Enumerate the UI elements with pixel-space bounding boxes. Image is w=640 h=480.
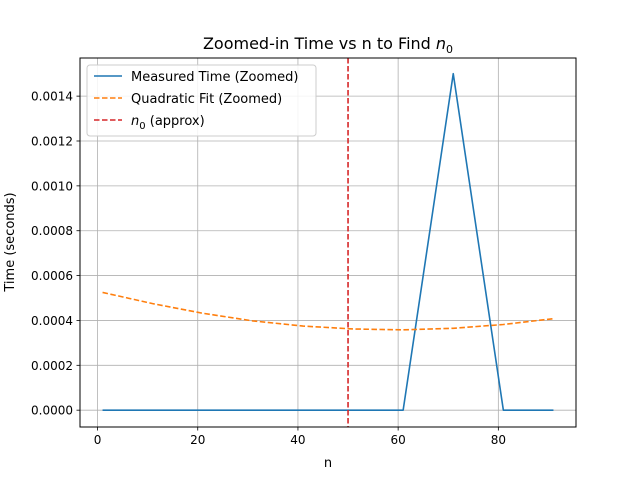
y-tick-label: 0.0012 xyxy=(31,134,73,148)
x-tick-label: 40 xyxy=(290,433,305,447)
y-tick-label: 0.0008 xyxy=(31,224,73,238)
y-tick-label: 0.0014 xyxy=(31,90,73,104)
series-line-fit xyxy=(102,291,554,331)
x-tick-label: 0 xyxy=(94,433,102,447)
y-tick-label: 0.0006 xyxy=(31,269,73,283)
x-axis-label: n xyxy=(324,456,332,471)
legend-label-measured: Measured Time (Zoomed) xyxy=(131,70,298,85)
x-tick-label: 60 xyxy=(391,433,406,447)
legend-box xyxy=(86,64,317,137)
y-tick-label: 0.0004 xyxy=(31,314,73,328)
x-tick-label: 80 xyxy=(491,433,506,447)
legend-label-n0: n0 (approx) xyxy=(131,114,205,132)
series-line-measured xyxy=(102,72,554,411)
y-tick-label: 0.0000 xyxy=(31,404,73,418)
chart-title: Zoomed-in Time vs n to Find n0 xyxy=(203,34,453,56)
y-tick-label: 0.0010 xyxy=(31,179,73,193)
y-ticks: 0.0000 0.0002 0.0004 0.0006 0.0008 0.0010 0.00… xyxy=(31,90,80,418)
legend-label-fit: Quadratic Fit (Zoomed) xyxy=(131,92,282,107)
plot-area xyxy=(102,58,554,427)
axes-frame xyxy=(79,57,577,428)
x-tick-label: 20 xyxy=(190,433,205,447)
x-ticks: 0 20 40 60 80 xyxy=(94,427,506,447)
y-tick-label: 0.0002 xyxy=(31,359,73,373)
y-axis-label: Time (seconds) xyxy=(3,192,18,292)
legend: Measured Time (Zoomed) Quadratic Fit (Zo… xyxy=(86,64,317,137)
